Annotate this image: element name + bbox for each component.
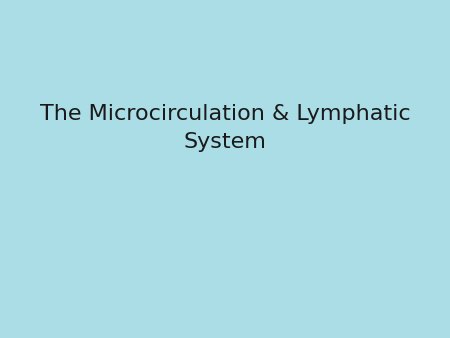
- Text: The Microcirculation & Lymphatic
System: The Microcirculation & Lymphatic System: [40, 104, 410, 152]
